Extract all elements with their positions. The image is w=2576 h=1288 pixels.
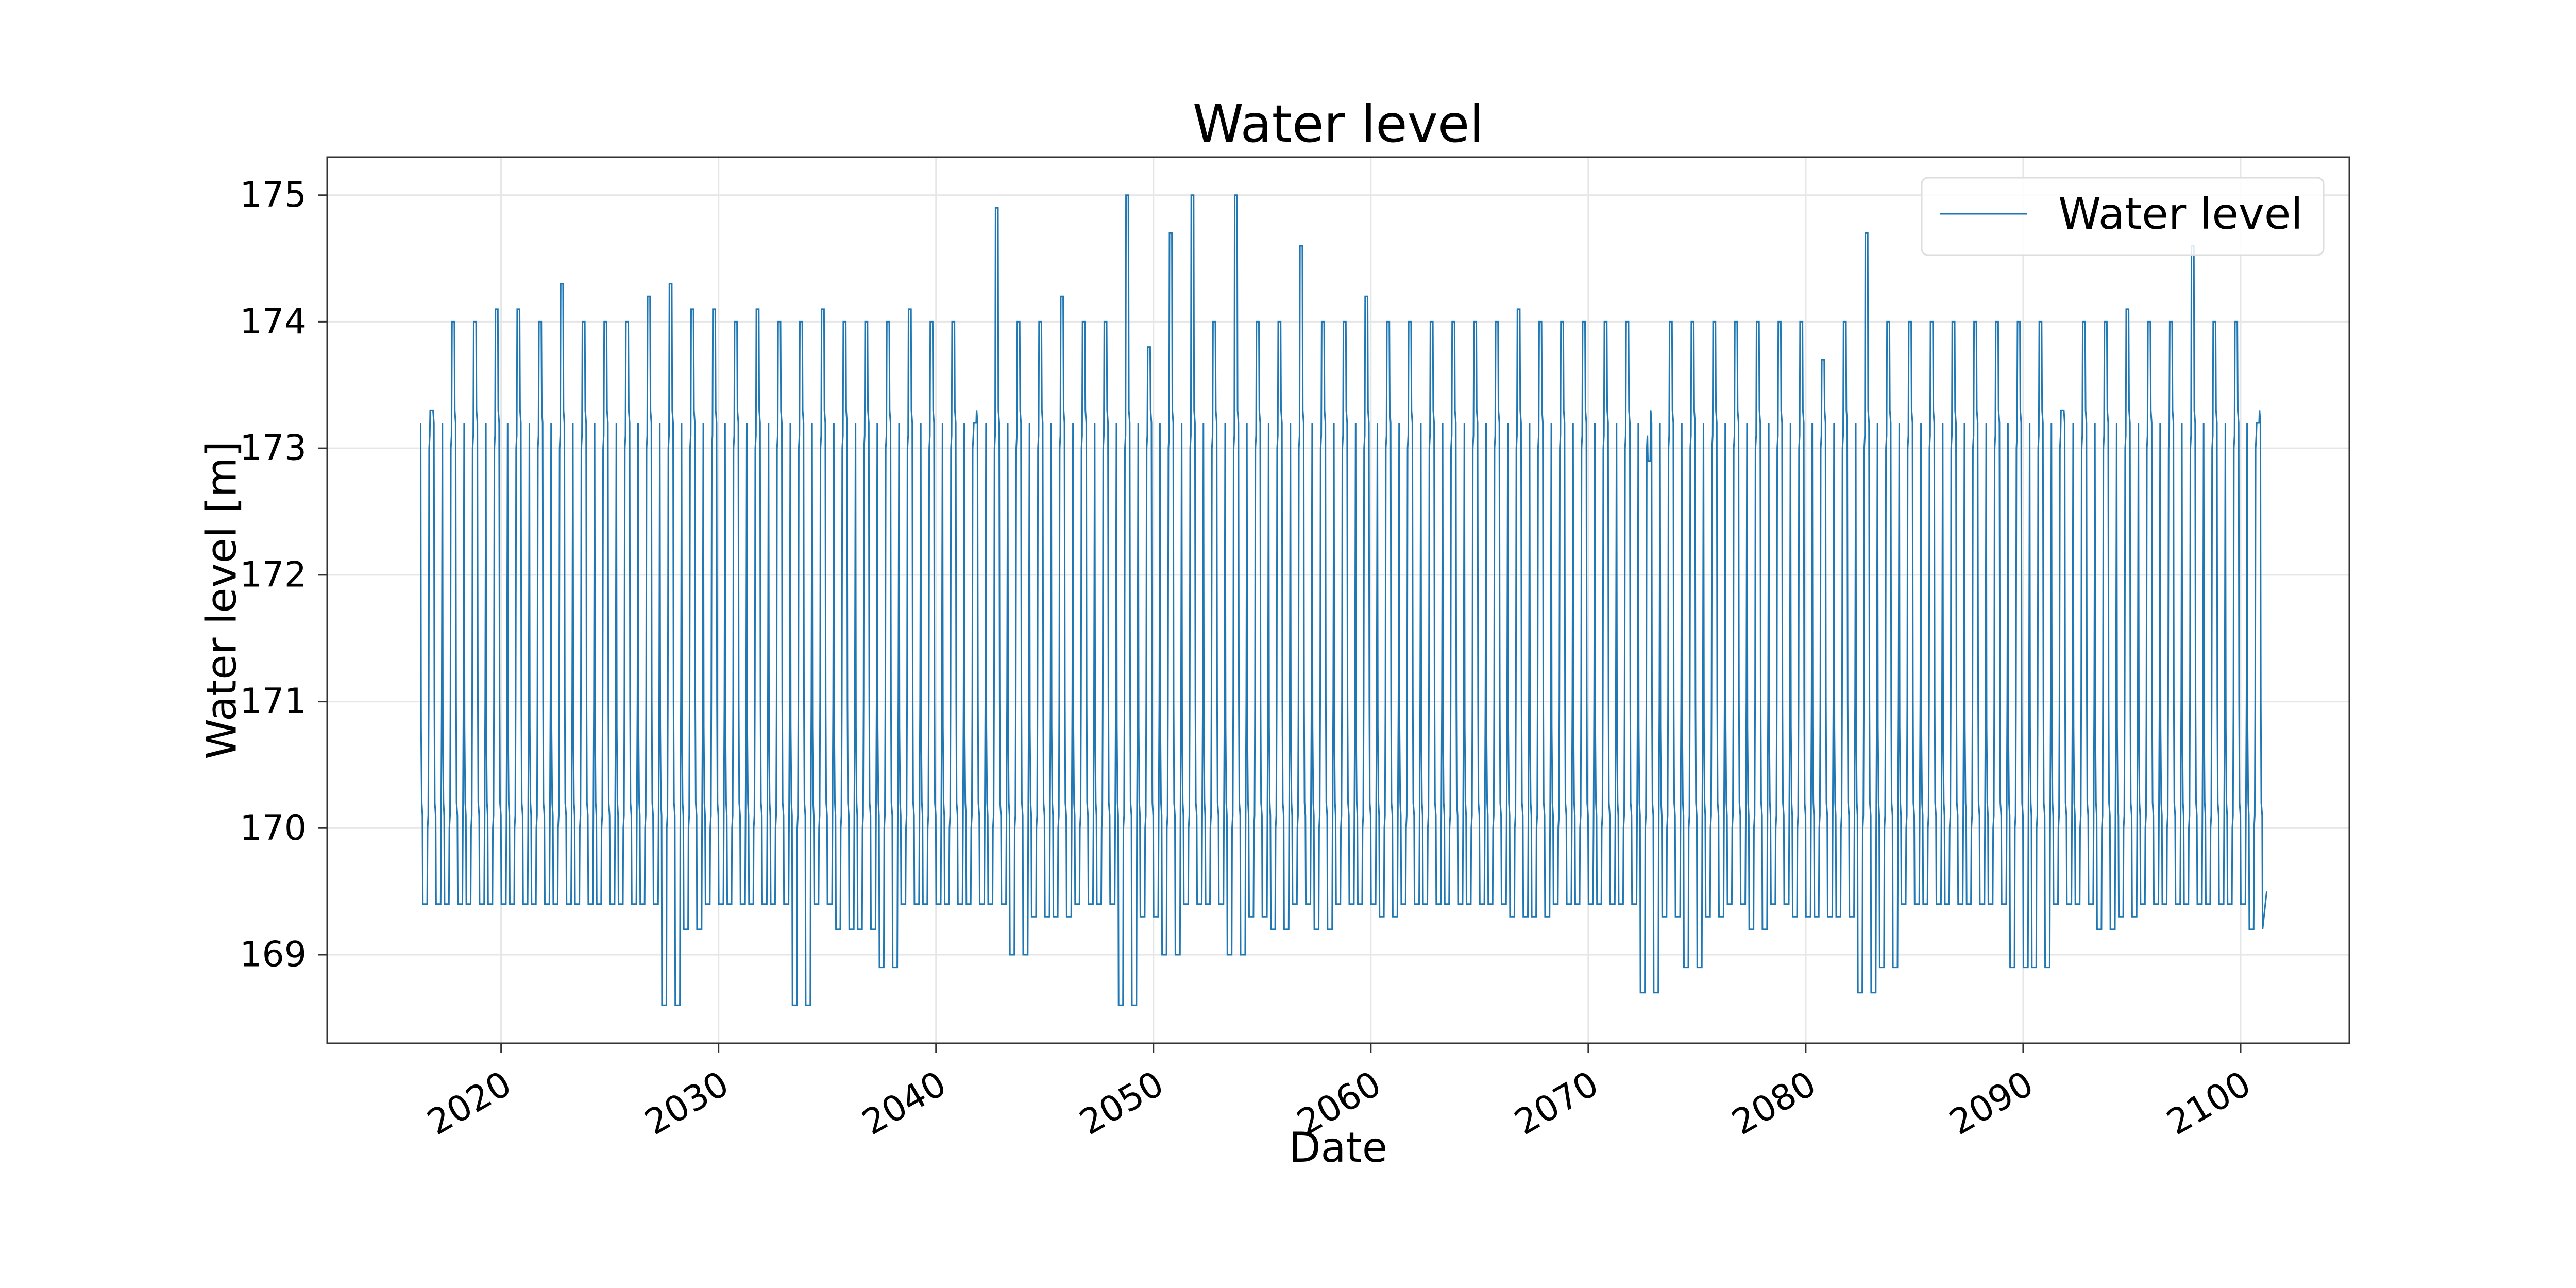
legend: Water level [1921, 177, 2325, 256]
series-line-water-level [420, 194, 2268, 1006]
y-tick-label: 171 [240, 681, 307, 722]
y-tick-label: 174 [240, 301, 307, 342]
y-axis-ticks: 169 170 171 172 173 174 175 [240, 175, 327, 975]
x-axis-label: Date [1289, 1124, 1387, 1172]
y-tick-label: 169 [240, 935, 307, 975]
y-axis-label: Water level [m] [198, 441, 246, 759]
y-tick-label: 170 [240, 808, 307, 849]
chart-title: Water level [1193, 94, 1484, 154]
y-tick-label: 173 [240, 428, 307, 469]
plot-area [327, 157, 2349, 1043]
y-tick-label: 172 [240, 554, 307, 595]
legend-label-water-level: Water level [2058, 189, 2303, 239]
y-tick-label: 175 [240, 175, 307, 215]
series-layer [420, 194, 2268, 1006]
plot-frame [326, 156, 2350, 1044]
legend-box [1921, 177, 2325, 256]
